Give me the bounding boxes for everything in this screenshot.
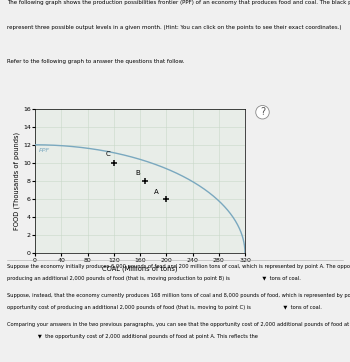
Text: Suppose the economy initially produces 6,000 pounds of food and 200 million tons: Suppose the economy initially produces 6… [7, 264, 350, 269]
Y-axis label: FOOD (Thousands of pounds): FOOD (Thousands of pounds) [14, 132, 20, 230]
Text: PPF: PPF [39, 148, 50, 152]
Text: Refer to the following graph to answer the questions that follow.: Refer to the following graph to answer t… [7, 59, 184, 64]
X-axis label: COAL (Millions of tons): COAL (Millions of tons) [102, 265, 178, 272]
Text: ?: ? [260, 107, 265, 117]
Text: ▼  the opportunity cost of 2,000 additional pounds of food at point A. This refl: ▼ the opportunity cost of 2,000 addition… [7, 334, 258, 340]
Text: B: B [135, 169, 140, 176]
Text: opportunity cost of producing an additional 2,000 pounds of food (that is, movin: opportunity cost of producing an additio… [7, 306, 322, 311]
Text: Comparing your answers in the two previous paragraphs, you can see that the oppo: Comparing your answers in the two previo… [7, 322, 350, 327]
Text: Suppose, instead, that the economy currently produces 168 million tons of coal a: Suppose, instead, that the economy curre… [7, 293, 350, 298]
Text: producing an additional 2,000 pounds of food (that is, moving production to poin: producing an additional 2,000 pounds of … [7, 277, 301, 281]
Text: A: A [154, 189, 158, 195]
Text: C: C [106, 151, 111, 157]
Text: represent three possible output levels in a given month. (Hint: You can click on: represent three possible output levels i… [7, 25, 342, 30]
Text: The following graph shows the production possibilities frontier (PPF) of an econ: The following graph shows the production… [7, 0, 350, 5]
